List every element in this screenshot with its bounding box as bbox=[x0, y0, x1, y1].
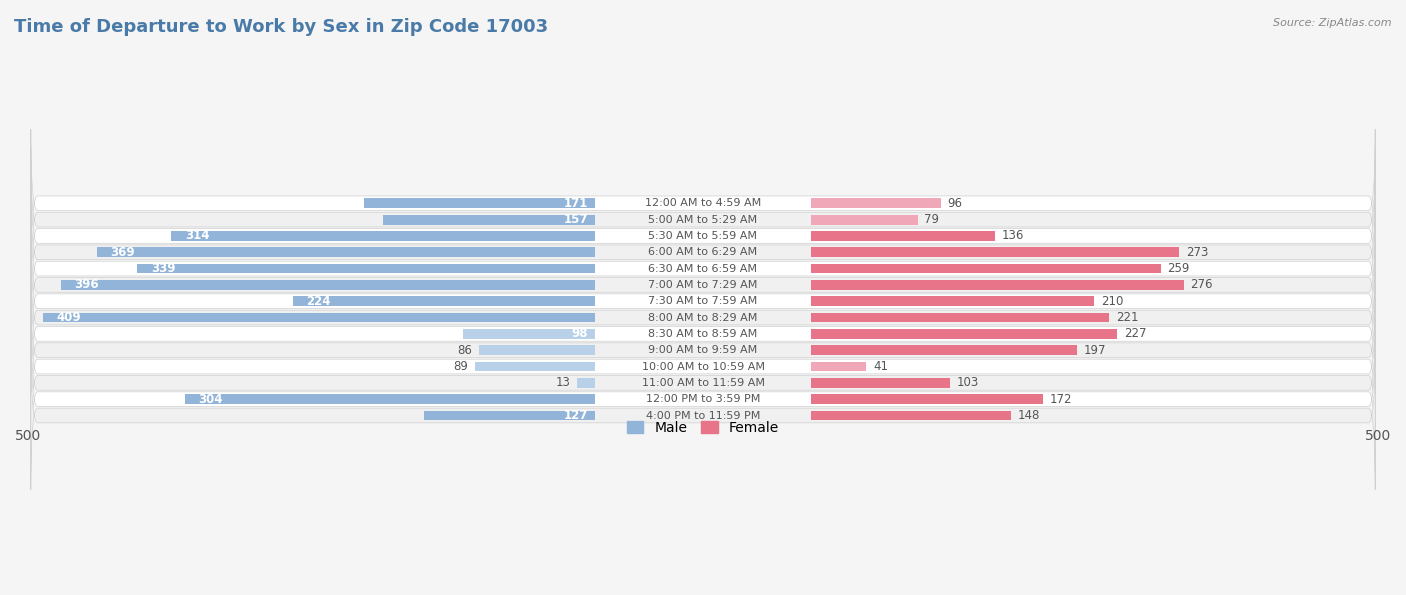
Text: 304: 304 bbox=[198, 393, 222, 406]
Bar bbox=[60, 280, 595, 290]
Text: 6:00 AM to 6:29 AM: 6:00 AM to 6:29 AM bbox=[648, 248, 758, 257]
Text: 89: 89 bbox=[453, 360, 468, 373]
Text: 98: 98 bbox=[572, 327, 588, 340]
Text: 9:00 AM to 9:59 AM: 9:00 AM to 9:59 AM bbox=[648, 345, 758, 355]
Bar bbox=[811, 378, 950, 388]
Bar bbox=[138, 264, 595, 274]
FancyBboxPatch shape bbox=[31, 178, 1375, 327]
Text: 273: 273 bbox=[1187, 246, 1209, 259]
Text: 8:30 AM to 8:59 AM: 8:30 AM to 8:59 AM bbox=[648, 329, 758, 339]
Text: 369: 369 bbox=[111, 246, 135, 259]
Text: 12:00 AM to 4:59 AM: 12:00 AM to 4:59 AM bbox=[645, 198, 761, 208]
Text: 157: 157 bbox=[564, 213, 588, 226]
Text: 5:30 AM to 5:59 AM: 5:30 AM to 5:59 AM bbox=[648, 231, 758, 241]
Text: 8:00 AM to 8:29 AM: 8:00 AM to 8:29 AM bbox=[648, 312, 758, 322]
Text: Source: ZipAtlas.com: Source: ZipAtlas.com bbox=[1274, 18, 1392, 28]
Bar bbox=[475, 362, 595, 371]
FancyBboxPatch shape bbox=[31, 243, 1375, 392]
Text: 86: 86 bbox=[457, 344, 472, 357]
Text: 13: 13 bbox=[555, 377, 571, 389]
Bar bbox=[811, 280, 1184, 290]
Bar bbox=[811, 312, 1109, 322]
Text: 339: 339 bbox=[150, 262, 176, 275]
Text: 7:30 AM to 7:59 AM: 7:30 AM to 7:59 AM bbox=[648, 296, 758, 306]
FancyBboxPatch shape bbox=[31, 325, 1375, 474]
FancyBboxPatch shape bbox=[31, 195, 1375, 343]
Text: 314: 314 bbox=[184, 230, 209, 242]
Text: 10:00 AM to 10:59 AM: 10:00 AM to 10:59 AM bbox=[641, 362, 765, 371]
FancyBboxPatch shape bbox=[31, 276, 1375, 424]
Text: 210: 210 bbox=[1101, 295, 1123, 308]
FancyBboxPatch shape bbox=[31, 145, 1375, 294]
Bar bbox=[811, 411, 1011, 421]
Text: 103: 103 bbox=[956, 377, 979, 389]
Text: 227: 227 bbox=[1125, 327, 1147, 340]
Text: 96: 96 bbox=[948, 197, 962, 210]
Bar bbox=[811, 296, 1094, 306]
FancyBboxPatch shape bbox=[31, 227, 1375, 375]
Text: 409: 409 bbox=[56, 311, 82, 324]
Text: 7:00 AM to 7:29 AM: 7:00 AM to 7:29 AM bbox=[648, 280, 758, 290]
Bar bbox=[479, 345, 595, 355]
Bar bbox=[578, 378, 595, 388]
Bar bbox=[172, 231, 595, 241]
Text: 276: 276 bbox=[1191, 278, 1213, 292]
Text: Time of Departure to Work by Sex in Zip Code 17003: Time of Departure to Work by Sex in Zip … bbox=[14, 18, 548, 36]
FancyBboxPatch shape bbox=[31, 292, 1375, 441]
Bar bbox=[811, 248, 1180, 257]
FancyBboxPatch shape bbox=[31, 129, 1375, 278]
Bar bbox=[811, 264, 1160, 274]
Text: 127: 127 bbox=[564, 409, 588, 422]
Bar bbox=[811, 198, 941, 208]
FancyBboxPatch shape bbox=[31, 341, 1375, 490]
Text: 12:00 PM to 3:59 PM: 12:00 PM to 3:59 PM bbox=[645, 394, 761, 404]
Text: 172: 172 bbox=[1050, 393, 1073, 406]
Bar bbox=[811, 231, 994, 241]
Bar bbox=[811, 329, 1118, 339]
Bar bbox=[44, 312, 595, 322]
FancyBboxPatch shape bbox=[31, 309, 1375, 457]
Text: 136: 136 bbox=[1001, 230, 1024, 242]
Bar bbox=[97, 248, 595, 257]
Bar bbox=[811, 215, 918, 224]
Text: 79: 79 bbox=[924, 213, 939, 226]
Bar bbox=[811, 345, 1077, 355]
Text: 221: 221 bbox=[1116, 311, 1139, 324]
Text: 6:30 AM to 6:59 AM: 6:30 AM to 6:59 AM bbox=[648, 264, 758, 274]
FancyBboxPatch shape bbox=[31, 211, 1375, 359]
Text: 171: 171 bbox=[564, 197, 588, 210]
Text: 4:00 PM to 11:59 PM: 4:00 PM to 11:59 PM bbox=[645, 411, 761, 421]
Text: 396: 396 bbox=[75, 278, 98, 292]
Bar bbox=[382, 215, 595, 224]
FancyBboxPatch shape bbox=[31, 259, 1375, 408]
Text: 11:00 AM to 11:59 AM: 11:00 AM to 11:59 AM bbox=[641, 378, 765, 388]
Text: 5:00 AM to 5:29 AM: 5:00 AM to 5:29 AM bbox=[648, 215, 758, 225]
Text: 224: 224 bbox=[307, 295, 330, 308]
Bar bbox=[364, 198, 595, 208]
Legend: Male, Female: Male, Female bbox=[627, 421, 779, 435]
Bar bbox=[184, 394, 595, 404]
Bar bbox=[811, 394, 1043, 404]
Text: 41: 41 bbox=[873, 360, 889, 373]
Bar bbox=[463, 329, 595, 339]
Text: 259: 259 bbox=[1167, 262, 1189, 275]
Bar bbox=[423, 411, 595, 421]
Bar bbox=[292, 296, 595, 306]
Text: 197: 197 bbox=[1084, 344, 1107, 357]
FancyBboxPatch shape bbox=[31, 162, 1375, 310]
Bar bbox=[811, 362, 866, 371]
Text: 148: 148 bbox=[1018, 409, 1040, 422]
